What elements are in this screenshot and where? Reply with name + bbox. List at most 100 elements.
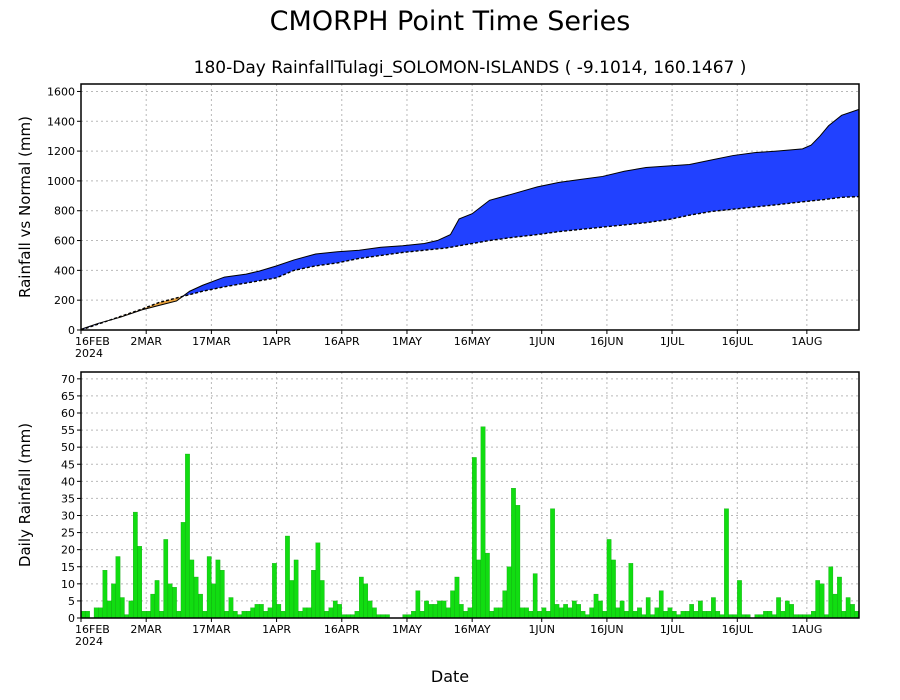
daily-frame: [80, 371, 860, 619]
daily-rainfall-bar: [632, 611, 638, 619]
daily-rainfall-bar: [206, 556, 212, 619]
daily-rainfall-bar: [480, 426, 486, 619]
daily-rainfall-bar: [198, 593, 203, 619]
daily-y-tick-label: 25: [61, 527, 75, 540]
daily-y-tick-label: 35: [61, 492, 75, 505]
daily-rainfall-bar: [159, 611, 164, 619]
daily-rainfall-bar: [845, 597, 851, 619]
daily-y-tick-label: 45: [61, 458, 75, 471]
daily-rainfall-bar: [219, 570, 225, 619]
daily-rainfall-bar: [571, 600, 577, 619]
daily-rainfall-bar: [689, 604, 694, 619]
daily-rainfall-bar: [437, 600, 442, 619]
daily-rainfall-bar: [337, 604, 342, 619]
daily-rainfall-bar: [319, 580, 325, 619]
daily-rainfall-bar: [467, 607, 473, 619]
daily-rainfall-bar: [598, 600, 603, 619]
cumulative-x-tick-label: 16APR: [324, 335, 360, 348]
daily-rainfall-bar: [133, 511, 138, 619]
daily-rainfall-bar: [128, 600, 134, 619]
actual-cumulative-line: [80, 108, 860, 330]
cumulative-x-tick-label: 16JUN: [590, 335, 624, 348]
cumulative-y-tick-label: 400: [54, 264, 75, 277]
daily-rainfall-bar: [289, 580, 295, 619]
daily-rainfall-bar: [285, 535, 290, 619]
daily-rainfall-bar: [185, 453, 190, 619]
daily-rainfall-bar: [311, 570, 316, 619]
daily-rainfall-bar: [472, 457, 477, 619]
cumulative-x-tick-label: 1APR: [262, 335, 291, 348]
daily-rainfall-bar: [593, 593, 599, 619]
daily-rainfall-bar: [832, 593, 838, 619]
normal-cumulative-line: [80, 195, 860, 331]
cumulative-y-tick-label: 600: [54, 235, 75, 248]
daily-rainfall-bar: [498, 607, 503, 619]
daily-rainfall-bar: [637, 607, 642, 619]
daily-rainfall-bar: [98, 607, 103, 619]
cumulative-x-tick-label: 1JUL: [660, 335, 685, 348]
cumulative-y-tick-label: 0: [68, 324, 75, 337]
daily-x-tick-label: 1JUL: [660, 623, 685, 636]
daily-rainfall-bar: [167, 583, 173, 619]
daily-rainfall-bar: [267, 607, 273, 619]
daily-rainfall-bar: [454, 576, 460, 619]
daily-rainfall-bar: [606, 539, 612, 619]
daily-x-tick-label: 1JUN: [528, 623, 555, 636]
daily-rainfall-bar: [359, 576, 364, 619]
daily-x-tick-label: 16JUN: [590, 623, 624, 636]
daily-rainfall-bar: [602, 611, 608, 619]
daily-rainfall-bar: [246, 611, 251, 619]
daily-rainfall-bar: [211, 583, 216, 619]
daily-rainfall-bar: [558, 607, 564, 619]
daily-rainfall-bar: [189, 559, 195, 619]
daily-rainfall-bar: [224, 611, 229, 619]
daily-rainfall-bar: [698, 600, 703, 619]
cumulative-x-tick-year: 2024: [75, 347, 103, 360]
daily-rainfall-bar: [250, 607, 256, 619]
cumulative-y-tick-label: 1400: [47, 115, 75, 128]
daily-rainfall-bar: [815, 580, 821, 619]
daily-rainfall-bar: [172, 587, 177, 619]
cumulative-y-tick-label: 1000: [47, 175, 75, 188]
daily-y-tick-label: 70: [61, 373, 75, 386]
daily-rainfall-bar: [628, 563, 634, 619]
daily-rainfall-bar: [693, 611, 699, 619]
daily-rainfall-bar: [141, 611, 147, 619]
daily-rainfall-bar: [119, 597, 125, 619]
daily-rainfall-bar: [654, 607, 660, 619]
daily-rainfall-bar: [489, 611, 495, 619]
daily-y-tick-label: 55: [61, 424, 75, 437]
daily-rainfall-bar: [372, 607, 377, 619]
daily-rainfall-bar: [684, 611, 690, 619]
daily-rainfall-bar: [363, 583, 369, 619]
daily-x-tick-label: 16FEB: [75, 623, 110, 636]
daily-x-tick-label: 1AUG: [791, 623, 822, 636]
daily-rainfall-bar: [163, 539, 169, 619]
daily-x-tick-label: 16APR: [324, 623, 360, 636]
above-normal-area: [183, 109, 860, 297]
daily-rainfall-bar: [545, 611, 551, 619]
daily-x-tick-label: 17MAR: [192, 623, 231, 636]
daily-rainfall-bar: [293, 559, 299, 619]
cumulative-y-tick-label: 1200: [47, 145, 75, 158]
daily-rainfall-bar: [567, 607, 573, 619]
daily-rainfall-bar: [354, 611, 360, 619]
daily-rainfall-bar: [111, 583, 116, 619]
daily-rainfall-bar: [241, 611, 247, 619]
daily-y-tick-label: 60: [61, 407, 75, 420]
daily-rainfall-bar: [450, 590, 455, 619]
daily-rainfall-bar: [667, 607, 673, 619]
cumulative-frame: [80, 83, 860, 331]
daily-y-label: Daily Rainfall (mm): [16, 423, 34, 567]
daily-rainfall-bar: [554, 604, 560, 619]
daily-rainfall-bar: [658, 590, 664, 619]
chart-title: CMORPH Point Time Series: [270, 6, 631, 37]
daily-x-tick-label: 1MAY: [392, 623, 422, 636]
daily-rainfall-bar: [228, 597, 234, 619]
x-axis-label: Date: [431, 667, 469, 686]
daily-rainfall-bar: [215, 559, 221, 619]
daily-rainfall-bar: [563, 604, 568, 619]
